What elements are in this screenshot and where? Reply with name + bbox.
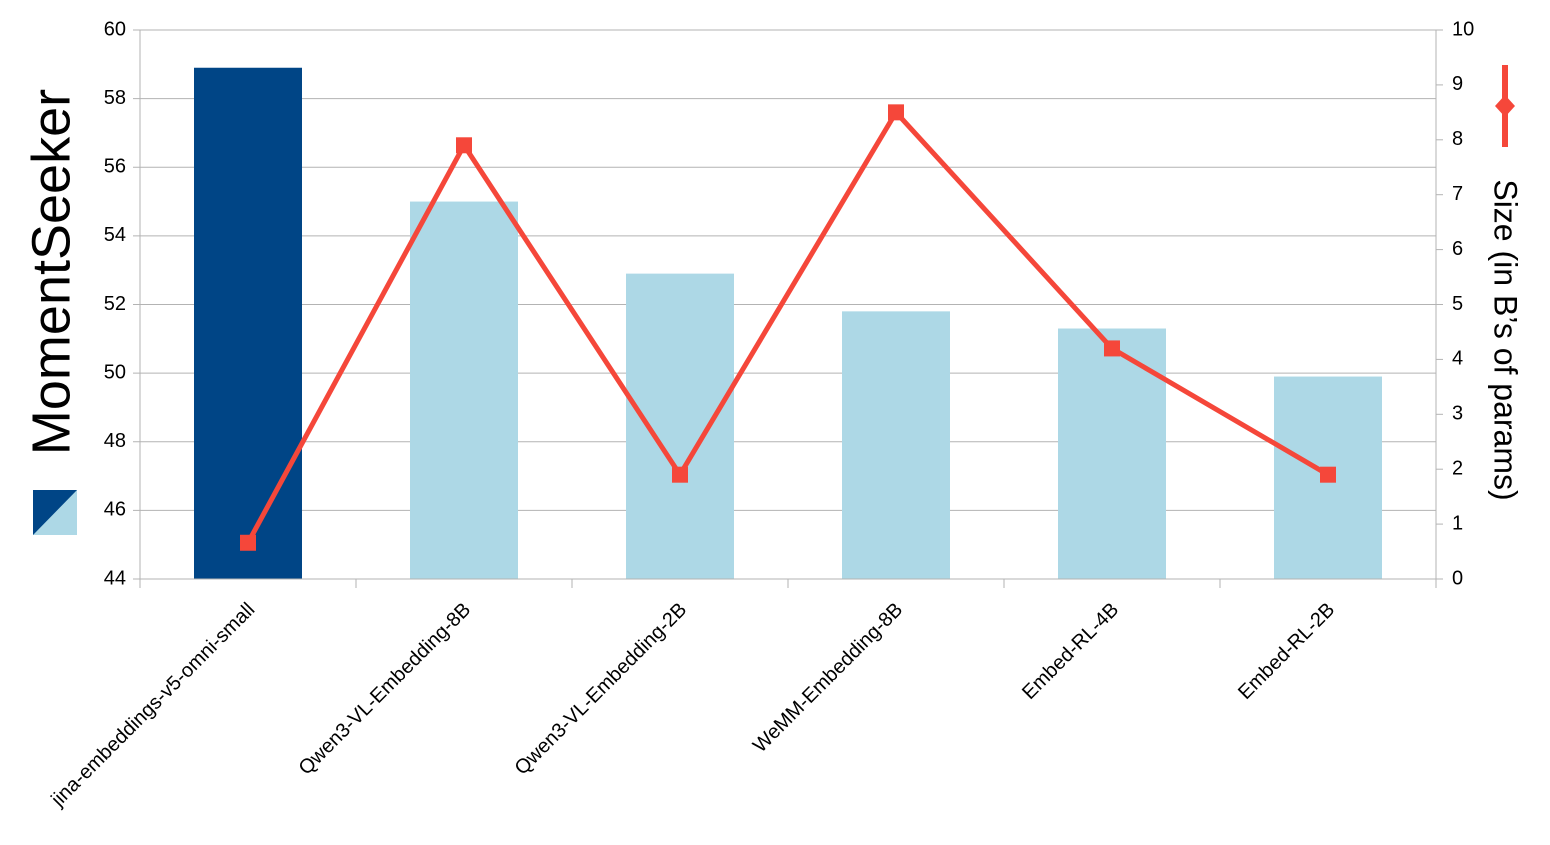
size-marker [456,137,472,154]
y-tick-label: 60 [104,18,126,40]
y-tick-label: 48 [104,430,126,452]
bar [842,311,950,579]
y2-tick-label: 3 [1452,403,1463,425]
y-tick-label: 52 [104,293,126,315]
y-axis-title: MomentSeeker [21,89,81,455]
size-marker [1104,340,1120,357]
size-line [245,109,1330,544]
bar [194,67,302,580]
size-marker [672,466,688,483]
y-tick-label: 54 [104,224,126,246]
y2-tick-label: 0 [1452,567,1463,589]
x-tick-label: jina-embeddings-v5-omni-small [47,599,260,812]
y2-tick-label: 4 [1452,348,1463,370]
y-tick-label: 50 [104,361,126,383]
y2-tick-label: 8 [1452,128,1463,150]
size-marker [888,104,904,121]
x-tick-label: WeMM-Embedding-8B [749,599,907,757]
legend-icon-marker [1495,95,1515,117]
y2-tick-label: 9 [1452,73,1463,95]
y2-tick-label: 1 [1452,512,1463,534]
y-tick-label: 58 [104,87,126,109]
y2-tick-label: 5 [1452,293,1463,315]
y2-tick-label: 6 [1452,238,1463,260]
bar [410,201,518,579]
y-tick-label: 44 [104,567,126,589]
y2-axis-title: Size (in B’s of params) [1488,179,1524,500]
bar [626,273,734,579]
y2-tick-label: 7 [1452,183,1463,205]
x-tick-label: Qwen3-VL-Embedding-8B [295,599,476,780]
y-tick-label: 46 [104,499,126,521]
y-tick-label: 56 [104,156,126,178]
x-tick-label: Embed-RL-2B [1234,599,1339,704]
size-marker [1320,466,1336,483]
legend-icon-bar-dark [33,490,77,535]
x-tick-label: Qwen3-VL-Embedding-2B [511,599,692,780]
size-marker [240,534,256,551]
y2-tick-label: 2 [1452,457,1463,479]
y2-tick-label: 10 [1452,18,1474,40]
bar [1058,328,1166,579]
x-tick-label: Embed-RL-4B [1018,599,1123,704]
